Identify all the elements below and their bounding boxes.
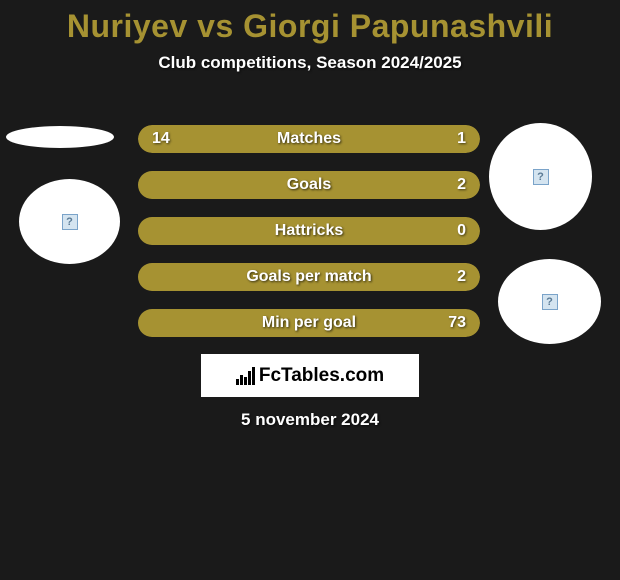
- placeholder-icon: [62, 214, 78, 230]
- placeholder-icon: [542, 294, 558, 310]
- stat-row: Min per goal 73: [138, 309, 480, 337]
- stat-label: Min per goal: [262, 314, 356, 332]
- bar-left: [138, 217, 148, 245]
- stat-right-value: 2: [457, 176, 466, 194]
- stat-label: Goals: [287, 176, 331, 194]
- stat-label: Matches: [277, 130, 341, 148]
- subtitle: Club competitions, Season 2024/2025: [0, 53, 620, 73]
- stat-right-value: 0: [457, 222, 466, 240]
- stat-right-value: 73: [448, 314, 466, 332]
- stat-label: Goals per match: [246, 268, 371, 286]
- decorative-ellipse: [6, 126, 114, 148]
- bar-left: [138, 125, 401, 153]
- player2-avatar: [489, 123, 592, 230]
- stat-right-value: 2: [457, 268, 466, 286]
- logo-text: FcTables.com: [259, 365, 384, 387]
- comparison-widget: Nuriyev vs Giorgi Papunashvili Club comp…: [0, 0, 620, 580]
- stat-label: Hattricks: [275, 222, 343, 240]
- date: 5 november 2024: [0, 410, 620, 430]
- bar-right: [401, 125, 480, 153]
- stat-left-value: 14: [152, 130, 170, 148]
- vs-text: vs: [188, 8, 243, 44]
- logo: FcTables.com: [236, 365, 384, 387]
- player2-name: Giorgi Papunashvili: [243, 8, 553, 44]
- stats-bars: 14 Matches 1 Goals 2 Hattricks 0 Goals p…: [138, 125, 480, 355]
- bar-left: [138, 263, 148, 291]
- player1-name: Nuriyev: [67, 8, 188, 44]
- placeholder-icon: [533, 169, 549, 185]
- stat-row: Goals per match 2: [138, 263, 480, 291]
- stat-row: Goals 2: [138, 171, 480, 199]
- bar-left: [138, 309, 148, 337]
- page-title: Nuriyev vs Giorgi Papunashvili: [0, 0, 620, 45]
- bar-left: [138, 171, 148, 199]
- logo-box: FcTables.com: [201, 354, 419, 397]
- stat-row: 14 Matches 1: [138, 125, 480, 153]
- stat-row: Hattricks 0: [138, 217, 480, 245]
- stat-right-value: 1: [457, 130, 466, 148]
- player1-avatar: [19, 179, 120, 264]
- club-avatar: [498, 259, 601, 344]
- logo-chart-icon: [236, 367, 255, 385]
